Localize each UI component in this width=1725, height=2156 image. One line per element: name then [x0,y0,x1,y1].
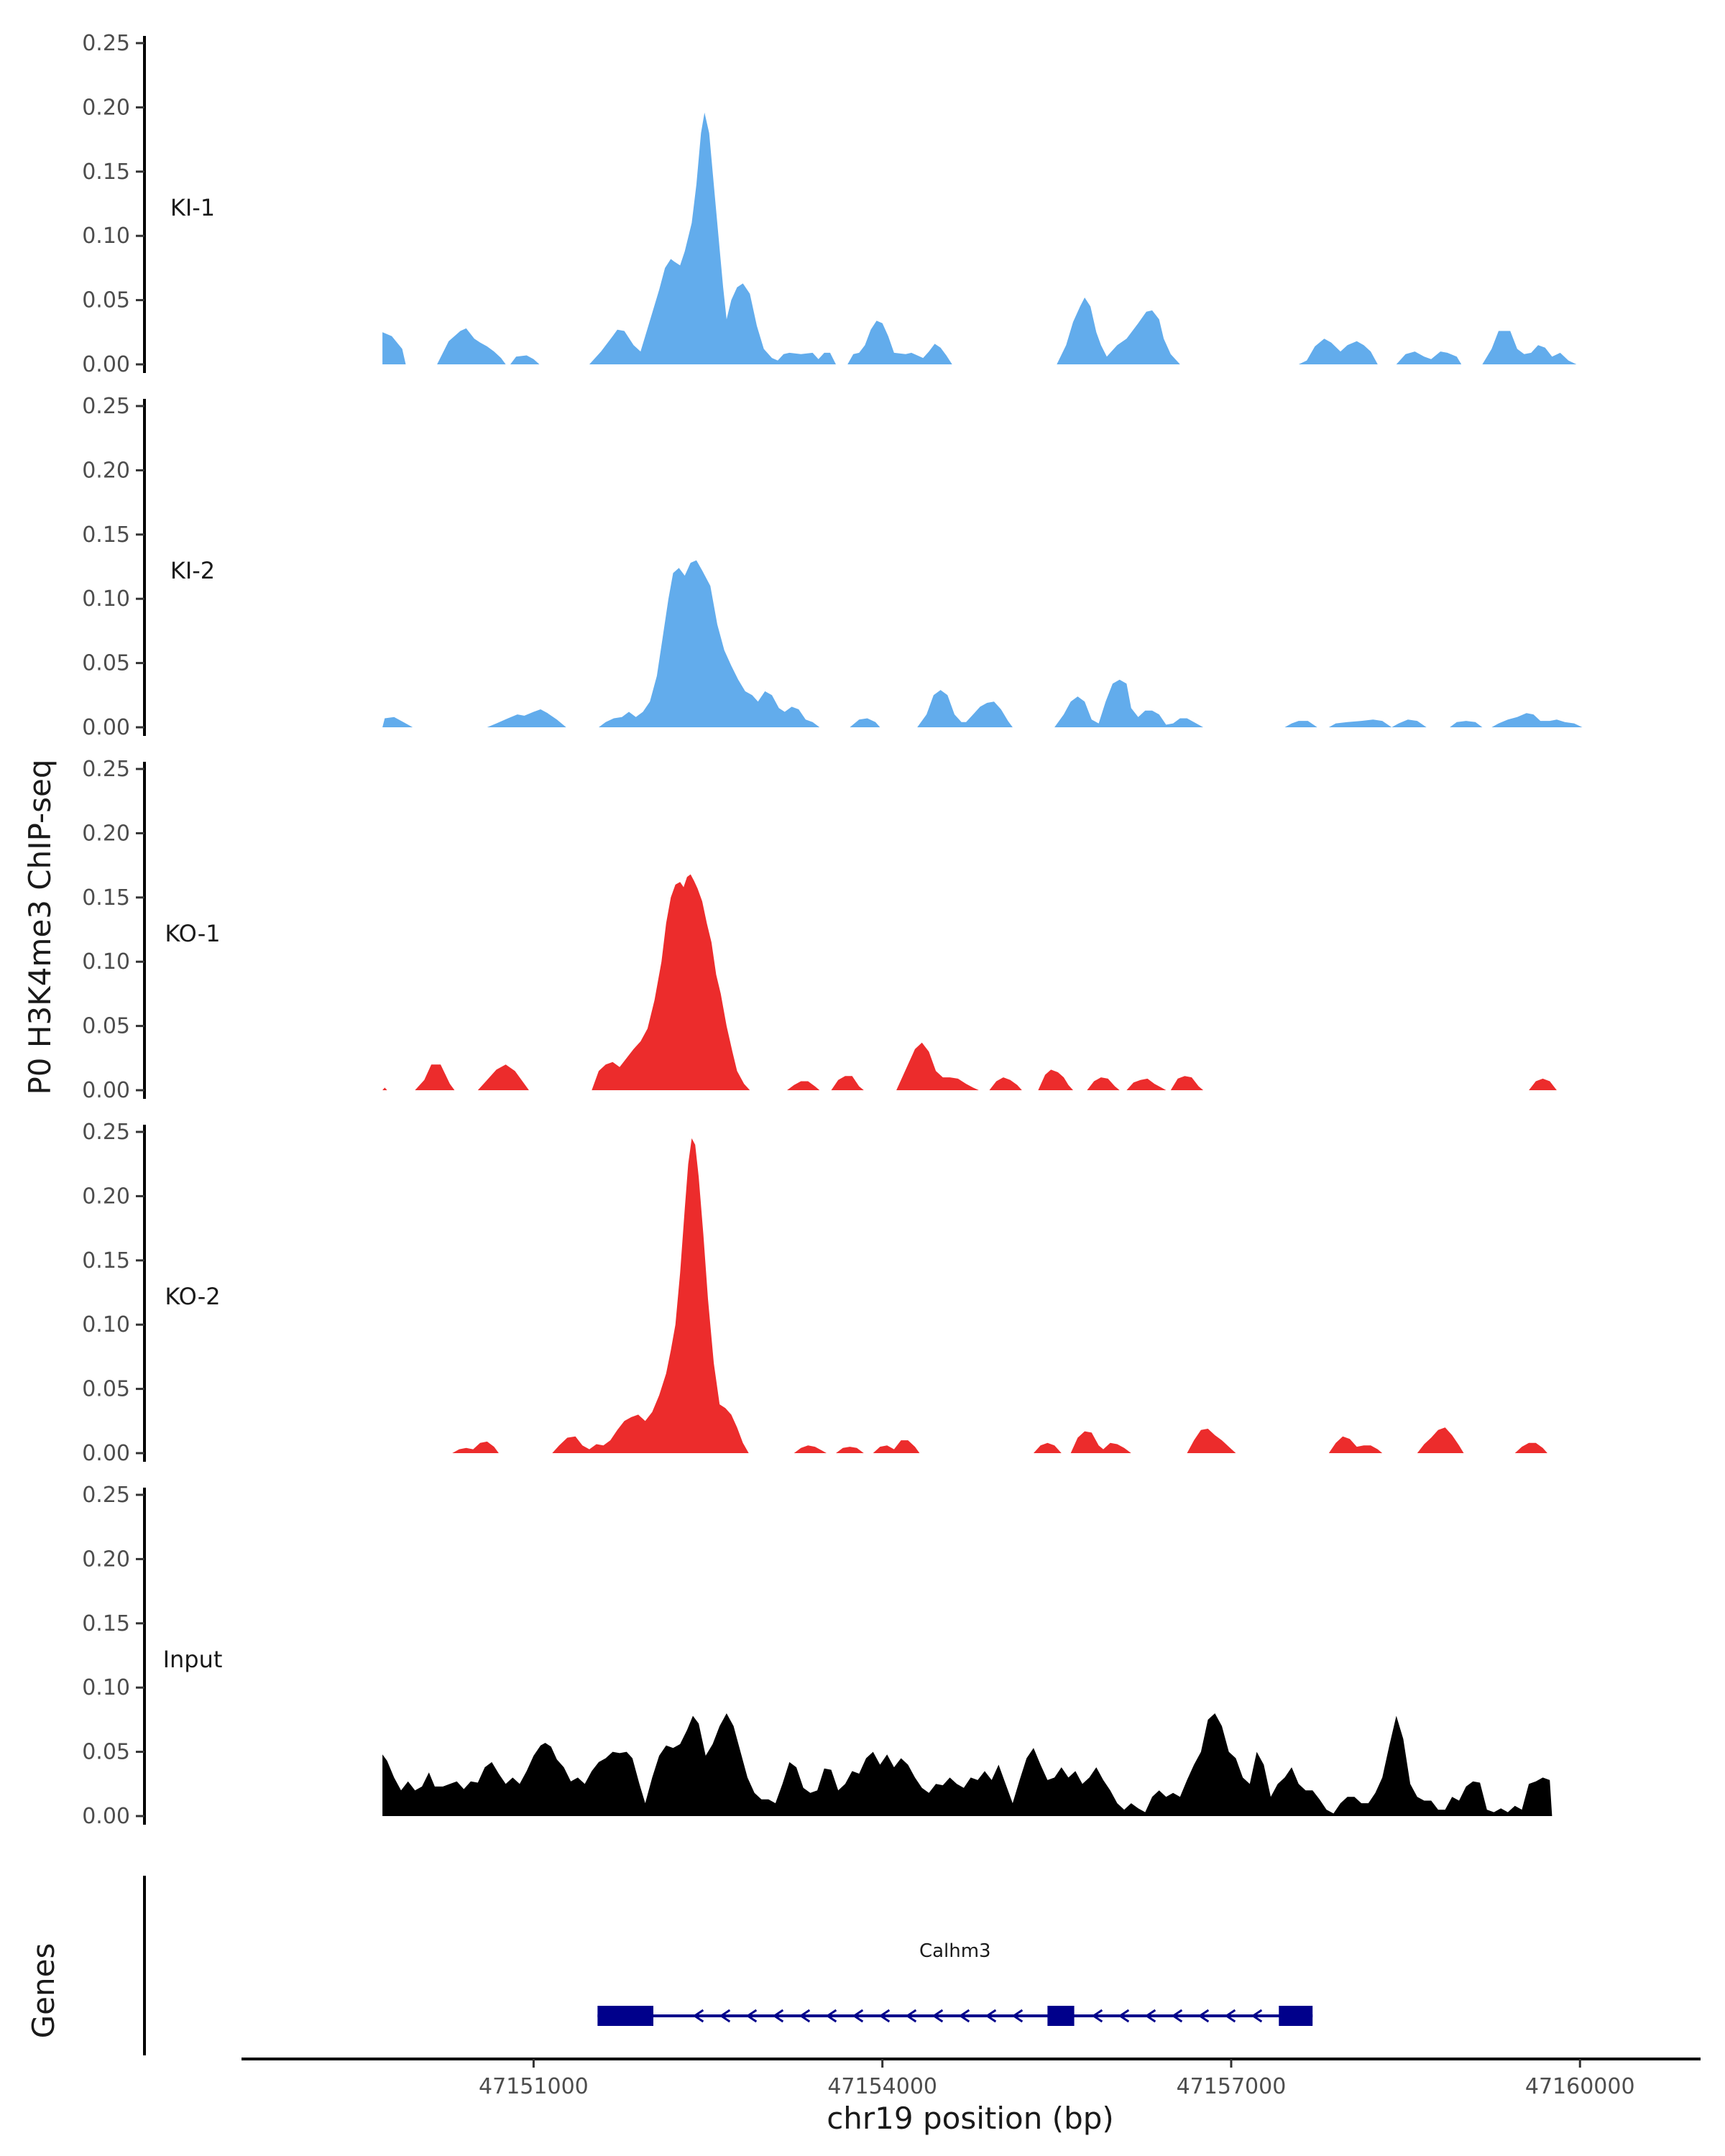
y-tick-label: 0.25 [82,31,130,56]
y-tick-label: 0.20 [82,1547,130,1572]
strand-chevron [932,2009,944,2023]
signal-area-ki-1 [382,112,1577,364]
y-tick-label: 0.15 [82,885,130,911]
y-tick-label: 0.05 [82,1740,130,1765]
gene-exon [597,2006,654,2026]
x-axis-title: chr19 position (bp) [827,2101,1114,2136]
strand-chevron [958,2009,970,2023]
gene-name-label: Calhm3 [919,1940,991,1962]
y-tick-label: 0.15 [82,522,130,548]
track-panel-input: 0.00 0.05 0.10 0.15 0.20 0.25 Input [82,1483,1553,1829]
strand-chevron [1091,2009,1103,2023]
strand-chevron [1144,2009,1156,2023]
y-tick-label: 0.00 [82,1078,130,1103]
signal-area-input [382,1713,1553,1816]
strand-chevron [745,2009,758,2023]
strand-chevron [1224,2009,1236,2023]
y-tick-label: 0.20 [82,821,130,846]
gene-layer: Calhm3 [143,1876,1313,2055]
y-tick-label: 0.00 [82,715,130,740]
strand-chevron [772,2009,784,2023]
y-tick-label: 0.15 [82,1248,130,1273]
strand-chevron [1011,2009,1024,2023]
y-tick-label: 0.10 [82,949,130,975]
track-panel-ko-1: 0.00 0.05 0.10 0.15 0.20 0.25 KO-1 [82,757,1557,1103]
signal-area-ko-1 [382,874,1557,1090]
strand-chevron [852,2009,864,2023]
y-tick-label: 0.20 [82,1184,130,1209]
y-tick-label: 0.10 [82,586,130,612]
y-tick-label: 0.05 [82,288,130,313]
x-axis: 47151000 47154000 47157000 47160000 [242,2058,1701,2099]
track-panel-ki-1: 0.00 0.05 0.10 0.15 0.20 0.25 KI-1 [82,31,1577,377]
track-panel-ko-2: 0.00 0.05 0.10 0.15 0.20 0.25 KO-2 [82,1120,1547,1466]
y-tick-label: 0.10 [82,224,130,249]
y-tick-label: 0.10 [82,1312,130,1337]
y-tick-label: 0.20 [82,95,130,120]
track-label: KI-1 [170,194,215,221]
gene-exon [1279,2006,1313,2026]
y-tick-label: 0.05 [82,1377,130,1402]
strand-chevron [692,2009,704,2023]
y-tick-label: 0.00 [82,1804,130,1829]
y-axis-title: P0 H3K4me3 ChIP-seq [22,759,58,1095]
y-tick-label: 0.05 [82,1014,130,1039]
strand-chevron [905,2009,917,2023]
x-tick-label: 47160000 [1525,2074,1635,2099]
signal-area-ki-2 [382,560,1583,727]
strand-chevron [1171,2009,1183,2023]
track-label: KO-2 [165,1283,220,1310]
track-label: KI-2 [170,557,215,584]
gene-exon [1047,2006,1075,2026]
strand-chevron [1197,2009,1210,2023]
y-tick-label: 0.25 [82,1120,130,1145]
signal-area-ko-2 [452,1138,1547,1453]
strand-chevron [825,2009,837,2023]
strand-chevron [719,2009,731,2023]
strand-chevron [799,2009,811,2023]
x-tick-label: 47157000 [1177,2074,1287,2099]
y-tick-label: 0.15 [82,1611,130,1636]
track-panel-ki-2: 0.00 0.05 0.10 0.15 0.20 0.25 KI-2 [82,394,1583,740]
x-tick-label: 47154000 [827,2074,937,2099]
y-tick-label: 0.05 [82,651,130,676]
genes-track-title: Genes [26,1943,61,2039]
y-tick-label: 0.25 [82,394,130,419]
y-tick-label: 0.00 [82,1441,130,1466]
track-label: Input [163,1646,223,1673]
strand-chevron [985,2009,997,2023]
strand-chevron [1118,2009,1130,2023]
y-tick-label: 0.15 [82,160,130,185]
tracks-layer: 0.00 0.05 0.10 0.15 0.20 0.25 KI-1 0.00 0.05 0.10… [82,31,1583,1829]
y-tick-label: 0.25 [82,1483,130,1508]
strand-chevron [878,2009,891,2023]
y-tick-label: 0.00 [82,352,130,377]
x-tick-label: 47151000 [479,2074,589,2099]
y-tick-label: 0.25 [82,757,130,782]
track-label: KO-1 [165,920,220,947]
strand-chevron [1251,2009,1263,2023]
y-tick-label: 0.10 [82,1675,130,1700]
y-tick-label: 0.20 [82,458,130,483]
